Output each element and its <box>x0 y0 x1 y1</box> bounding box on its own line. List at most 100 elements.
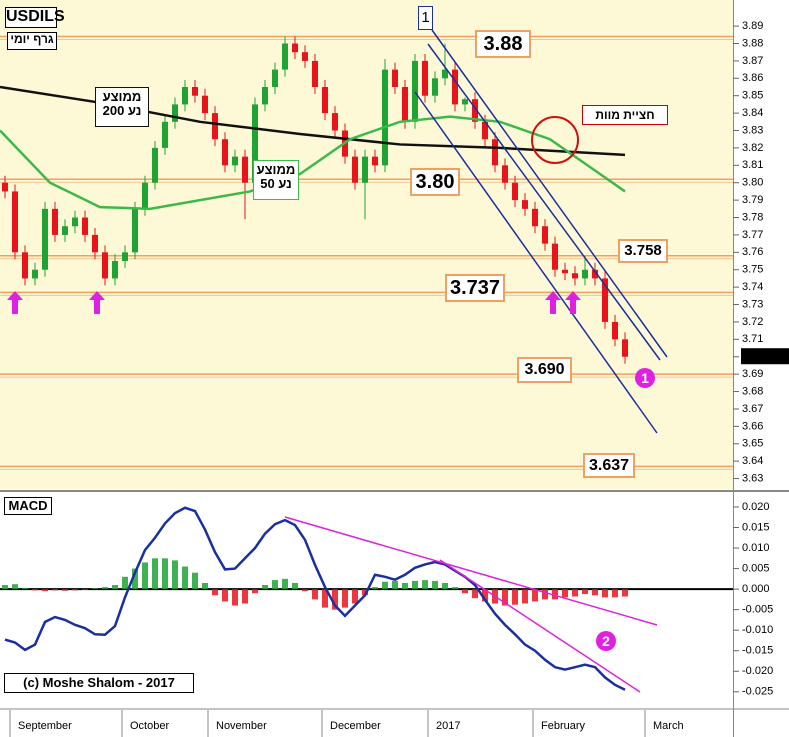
x-tick-label: October <box>130 720 169 732</box>
candle-body <box>522 200 528 209</box>
candle-body <box>202 95 208 114</box>
annotation: חציית מוות <box>582 105 668 125</box>
candle-body <box>442 69 448 79</box>
candle-body <box>392 69 398 88</box>
candle-body <box>502 165 508 183</box>
y-tick-label: 3.68 <box>742 385 763 397</box>
histogram-bar <box>302 589 308 592</box>
decorations <box>7 29 668 693</box>
candle-body <box>612 321 618 340</box>
histogram-bar <box>222 589 228 602</box>
candle-body <box>602 278 608 322</box>
histogram-bar <box>412 580 418 590</box>
candle-body <box>622 339 628 357</box>
y-tick-label: 3.81 <box>742 159 763 171</box>
last-price-label: 3.70030 <box>745 350 785 362</box>
candle-body <box>212 113 218 140</box>
candle-body <box>72 217 78 227</box>
candle-body <box>2 182 8 192</box>
histogram-bar <box>372 587 378 590</box>
candle-body <box>312 60 318 88</box>
level-label: 3.88 <box>475 30 531 58</box>
up-arrow <box>545 291 561 314</box>
y-tick-label: 3.85 <box>742 90 763 102</box>
candle-body <box>372 156 378 166</box>
y-tick-label: -0.025 <box>742 686 773 698</box>
histogram-bar <box>502 589 508 606</box>
histogram-bar <box>602 589 608 598</box>
y-tick-label: 3.89 <box>742 20 763 32</box>
x-tick-label: 2017 <box>436 720 460 732</box>
histogram-bar <box>582 589 588 595</box>
histogram-bar <box>352 589 358 604</box>
candle-body <box>252 104 258 183</box>
candle-body <box>62 226 68 235</box>
candle-body <box>92 234 98 253</box>
chart-subtitle: גרף יומי <box>7 32 57 50</box>
y-tick-label: 3.88 <box>742 37 763 49</box>
y-tick-label: 3.69 <box>742 368 763 380</box>
candle-body <box>592 269 598 279</box>
y-tick-label: 3.79 <box>742 194 763 206</box>
candle-body <box>322 87 328 114</box>
y-tick-label: 3.74 <box>742 281 763 293</box>
level-label: 3.637 <box>583 453 635 478</box>
histogram-bar <box>202 582 208 590</box>
histogram-bar <box>172 560 178 590</box>
y-tick-label: 3.75 <box>742 264 763 276</box>
candle-body <box>262 87 268 105</box>
histogram-bar <box>512 589 518 605</box>
chart-title: MACD <box>4 497 52 515</box>
candle-body <box>52 208 58 235</box>
histogram-bar <box>532 589 538 602</box>
histogram-bar <box>72 589 78 591</box>
histogram-bar <box>162 558 168 590</box>
candle-body <box>572 273 578 279</box>
y-tick-label: 3.86 <box>742 72 763 84</box>
candle-body <box>32 269 38 279</box>
candle-body <box>412 60 418 122</box>
y-tick-label: 3.67 <box>742 403 763 415</box>
histogram-bar <box>192 572 198 590</box>
y-tick-label: -0.005 <box>742 604 773 616</box>
legend-label: ממוצע נע 50 <box>253 160 299 200</box>
y-tick-label: 3.63 <box>742 472 763 484</box>
histogram-bar <box>472 589 478 599</box>
histogram-bar <box>112 585 118 590</box>
candle-body <box>82 217 88 235</box>
candle-body <box>492 139 498 166</box>
histogram-bar <box>342 589 348 608</box>
candle-body <box>182 87 188 105</box>
candle-body <box>42 208 48 270</box>
candle-body <box>552 243 558 270</box>
histogram-bar <box>122 576 128 590</box>
candle-body <box>232 156 238 166</box>
histogram-bar <box>142 562 148 590</box>
histogram-bar <box>132 568 138 590</box>
annotation-marker: 1 <box>635 368 655 388</box>
candle-body <box>12 191 18 253</box>
y-tick-label: -0.015 <box>742 645 773 657</box>
histogram-bar <box>562 589 568 598</box>
candle-body <box>242 156 248 183</box>
y-tick-label: 3.71 <box>742 333 763 345</box>
candle-body <box>402 87 408 122</box>
candle-body <box>362 156 368 183</box>
histogram-bar <box>622 589 628 597</box>
histogram-bar <box>452 587 458 590</box>
level-label: 3.758 <box>618 239 668 263</box>
histogram-bar <box>272 580 278 590</box>
histogram-bar <box>592 589 598 596</box>
candle-body <box>302 52 308 61</box>
candle-body <box>152 147 158 183</box>
histogram-bar <box>92 588 98 590</box>
candle-body <box>272 69 278 88</box>
y-tick-label: 3.83 <box>742 124 763 136</box>
up-arrow <box>7 291 23 314</box>
histogram-bar <box>612 589 618 598</box>
candle-body <box>122 252 128 262</box>
y-tick-label: 0.020 <box>742 501 770 513</box>
cross-circle <box>531 116 579 164</box>
candle-body <box>352 156 358 183</box>
